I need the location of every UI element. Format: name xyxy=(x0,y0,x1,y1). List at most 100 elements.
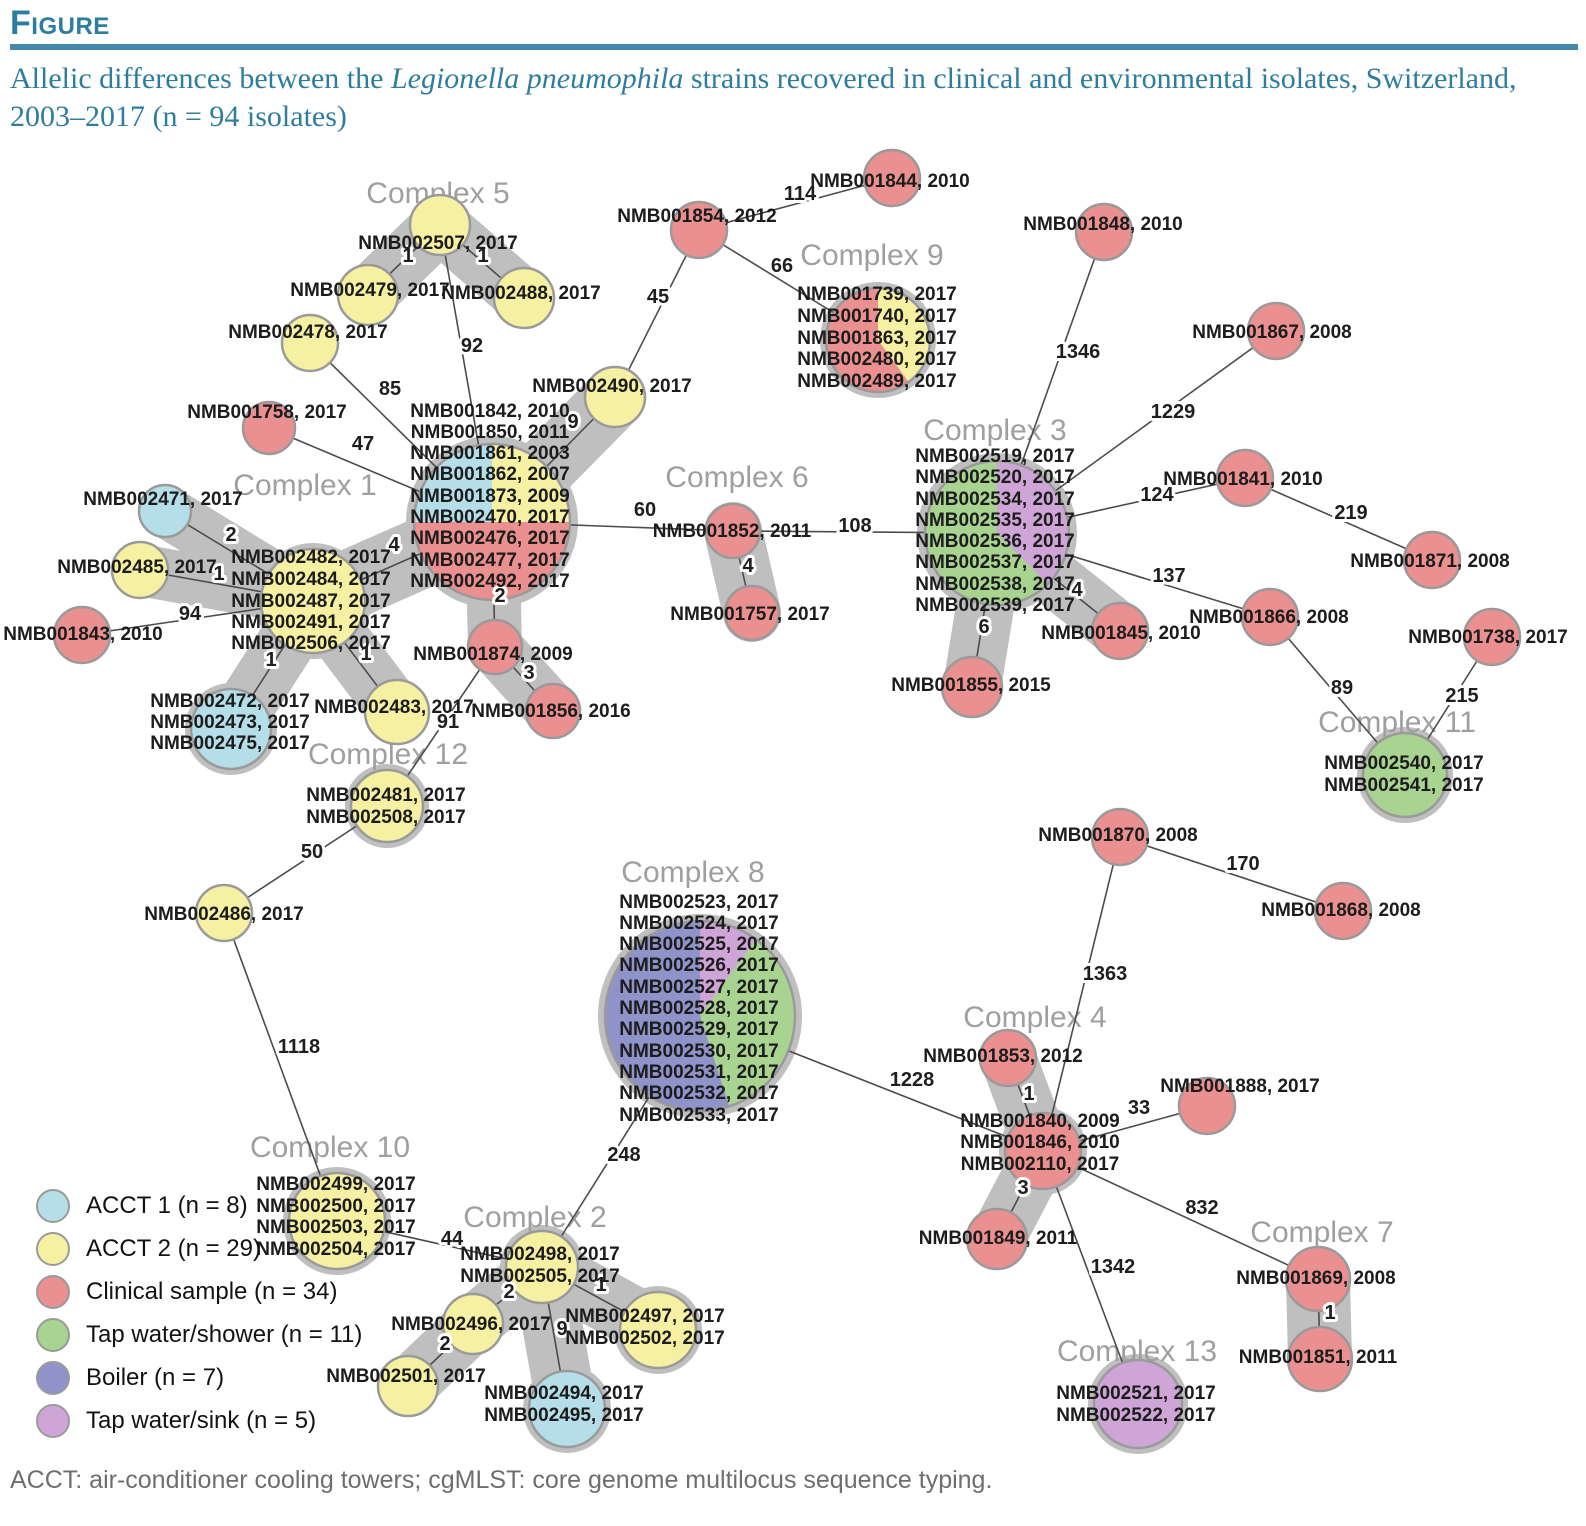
legend: ACCT 1 (n = 8) ACCT 2 (n = 29) Clinical … xyxy=(36,1184,362,1442)
boiler-swatch-icon xyxy=(36,1360,70,1395)
isolate-label: NMB002487, 2017 xyxy=(231,591,391,612)
edge-allelic-distance-label: 1 xyxy=(402,245,413,267)
node-slice-shower xyxy=(700,939,796,1107)
isolate-label: NMB002531, 2017 xyxy=(619,1062,779,1083)
isolate-label: NMB001856, 2016 xyxy=(471,701,631,722)
edge-allelic-distance-label: 114 xyxy=(784,183,817,205)
isolate-label: NMB002530, 2017 xyxy=(619,1041,779,1062)
node-slice-acct2 xyxy=(492,444,570,522)
node-NMB002496 xyxy=(441,1292,505,1356)
node-NMB001855 xyxy=(940,655,1004,719)
isolate-label: NMB001757, 2017 xyxy=(670,604,830,625)
node-NMB001853 xyxy=(978,1028,1038,1088)
complex-label: Complex 3 xyxy=(923,414,1066,447)
isolate-label: NMB002504, 2017 xyxy=(256,1239,416,1260)
node-slice-shower xyxy=(925,461,1048,605)
edge-allelic-distance-label: 89 xyxy=(1331,677,1353,699)
edge-allelic-distance-label: 9 xyxy=(567,411,578,433)
node-NMB001757 xyxy=(723,584,781,642)
node-NMB001849 xyxy=(965,1207,1029,1271)
isolate-label: NMB002110, 2017 xyxy=(961,1154,1119,1175)
edge-allelic-distance-label: 3 xyxy=(523,662,534,684)
edge-allelic-distance-label: 60 xyxy=(634,499,656,521)
figure-header: Figure Allelic differences between the L… xyxy=(10,6,1578,135)
node-NMB001758 xyxy=(241,400,297,456)
legend-label: Boiler (n = 7) xyxy=(86,1363,225,1391)
isolate-label: NMB001738, 2017 xyxy=(1408,627,1568,648)
node-NMB002478 xyxy=(280,313,340,373)
edge-allelic-distance-label: 2 xyxy=(494,585,505,607)
edge-allelic-distance-label: 1 xyxy=(1023,1083,1034,1105)
isolate-label: NMB001854, 2012 xyxy=(617,206,777,227)
isolate-label: NMB001888, 2017 xyxy=(1160,1076,1320,1097)
edge-line xyxy=(1244,477,1433,561)
isolate-label: NMB002538, 2017 xyxy=(915,574,1075,595)
isolate-label: NMB002488, 2017 xyxy=(441,283,601,304)
isolate-label: NMB001870, 2008 xyxy=(1038,825,1198,846)
node-NMB002483 xyxy=(363,678,431,746)
node-slice-clinical xyxy=(826,288,909,392)
node-slice-clinical xyxy=(414,522,570,600)
isolate-label: NMB002481, 2017 xyxy=(306,785,466,806)
header-rule xyxy=(10,44,1578,50)
edge-allelic-distance-label: 4 xyxy=(1071,579,1083,601)
isolate-label: NMB002523, 2017 xyxy=(619,892,779,913)
complex-label: Complex 9 xyxy=(800,239,943,272)
isolate-label: NMB002505, 2017 xyxy=(460,1266,620,1287)
edge-allelic-distance-label: 1342 xyxy=(1091,1256,1136,1278)
legend-label: ACCT 1 (n = 8) xyxy=(86,1191,248,1219)
isolate-label: NMB002486, 2017 xyxy=(144,904,304,925)
isolate-label: NMB002507, 2017 xyxy=(358,233,518,254)
isolate-label: NMB002472, 2017 xyxy=(150,691,310,712)
isolate-label: NMB002522, 2017 xyxy=(1056,1405,1216,1426)
node-outline xyxy=(923,459,1071,607)
isolate-label: NMB002484, 2017 xyxy=(231,569,391,590)
edge-allelic-distance-label: 1 xyxy=(360,643,371,665)
isolate-label: NMB001868, 2008 xyxy=(1261,900,1421,921)
node-NMB001848 xyxy=(1074,202,1134,262)
node-NMB001852 xyxy=(704,502,762,560)
node-NMB001867 xyxy=(1246,301,1306,361)
shower-swatch-icon xyxy=(36,1317,70,1352)
isolate-label: NMB002539, 2017 xyxy=(915,595,1075,616)
edge-allelic-distance-label: 2 xyxy=(503,1281,514,1303)
edge-allelic-distance-label: 47 xyxy=(352,433,374,455)
edge-allelic-distance-label: 33 xyxy=(1128,1097,1150,1119)
edge-allelic-distance-label: 1 xyxy=(477,245,488,267)
node-NMB002521-group xyxy=(1092,1358,1184,1450)
isolate-label: NMB001873, 2009 xyxy=(410,486,570,507)
edge-allelic-distance-label: 170 xyxy=(1226,853,1259,875)
isolate-label: NMB002482, 2017 xyxy=(231,547,391,568)
isolate-label: NMB002500, 2017 xyxy=(256,1196,416,1217)
edge-allelic-distance-label: 66 xyxy=(771,255,793,277)
node-NMB002481-group xyxy=(349,768,425,844)
isolate-label: NMB002492, 2017 xyxy=(410,571,570,592)
edge-allelic-distance-label: 124 xyxy=(1140,484,1174,506)
isolate-label: NMB002470, 2017 xyxy=(410,507,570,528)
isolate-label: NMB002498, 2017 xyxy=(460,1244,620,1265)
isolate-label: NMB002527, 2017 xyxy=(619,977,779,998)
edge-allelic-distance-label: 1346 xyxy=(1056,341,1101,363)
caption-text: strains recovered in clinical and enviro… xyxy=(10,62,1517,133)
isolate-label: NMB002529, 2017 xyxy=(619,1019,779,1040)
isolate-label: NMB002499, 2017 xyxy=(256,1174,416,1195)
isolate-label: NMB001849, 2011 xyxy=(919,1228,1078,1249)
node-NMB002523-group xyxy=(603,919,797,1113)
node-NMB001888 xyxy=(1177,1076,1237,1136)
isolate-label: NMB001874, 2009 xyxy=(413,644,573,665)
edge-allelic-distance-label: 45 xyxy=(647,286,669,308)
isolate-label: NMB001867, 2008 xyxy=(1192,322,1352,343)
node-NMB001844 xyxy=(862,148,922,208)
edge-allelic-distance-label: 6 xyxy=(978,616,989,638)
legend-item-sink: Tap water/sink (n = 5) xyxy=(36,1399,362,1442)
node-NMB001842-group xyxy=(412,442,572,602)
node-NMB002494-group xyxy=(527,1369,607,1449)
isolate-label: NMB002534, 2017 xyxy=(915,489,1075,510)
isolate-label: NMB001739, 2017 xyxy=(797,284,957,305)
node-slice-acct1 xyxy=(414,444,492,522)
legend-label: Clinical sample (n = 34) xyxy=(86,1277,338,1305)
node-NMB001851 xyxy=(1286,1325,1354,1393)
isolate-label: NMB002506, 2017 xyxy=(231,633,391,654)
node-NMB001866 xyxy=(1240,587,1300,647)
isolate-label: NMB002483, 2017 xyxy=(314,697,474,718)
